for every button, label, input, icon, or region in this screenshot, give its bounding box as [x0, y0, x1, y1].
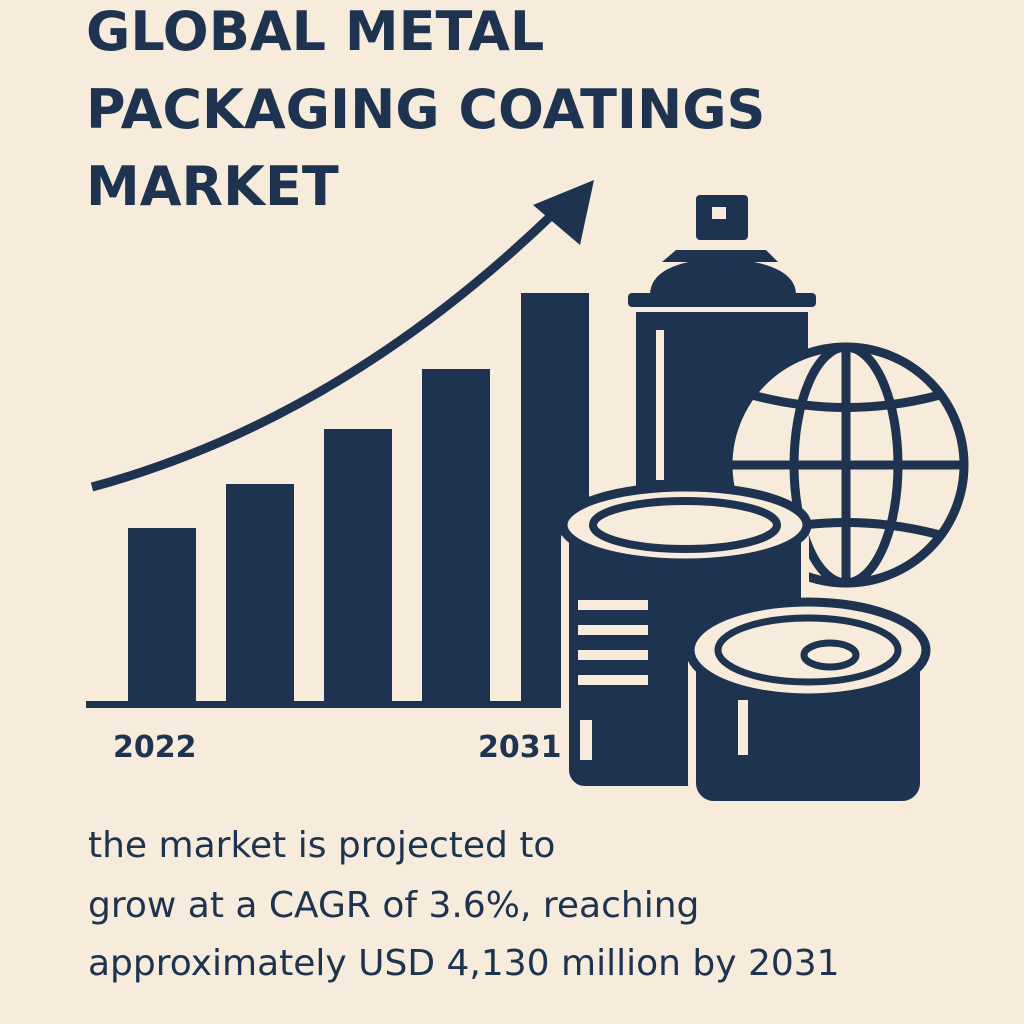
title-line: PACKAGING COATINGS	[86, 78, 765, 141]
body-line: grow at a CAGR of 3.6%, reaching	[88, 885, 699, 926]
bar	[324, 429, 392, 705]
title-line: GLOBAL METAL	[86, 0, 544, 63]
bar	[422, 369, 490, 705]
body-line: the market is projected to	[88, 825, 555, 866]
arrow-head	[533, 180, 594, 245]
small-can	[685, 597, 931, 809]
bar	[128, 528, 196, 705]
title-line: MARKET	[86, 155, 339, 218]
end-year-label: 2031	[478, 730, 562, 765]
trend-arrow	[90, 208, 559, 492]
baseline	[86, 701, 566, 708]
start-year-label: 2022	[113, 730, 197, 765]
spray-can	[628, 195, 816, 512]
bar	[226, 484, 294, 705]
body-line: approximately USD 4,130 million by 2031	[88, 943, 840, 984]
bar-illustration	[86, 293, 589, 708]
